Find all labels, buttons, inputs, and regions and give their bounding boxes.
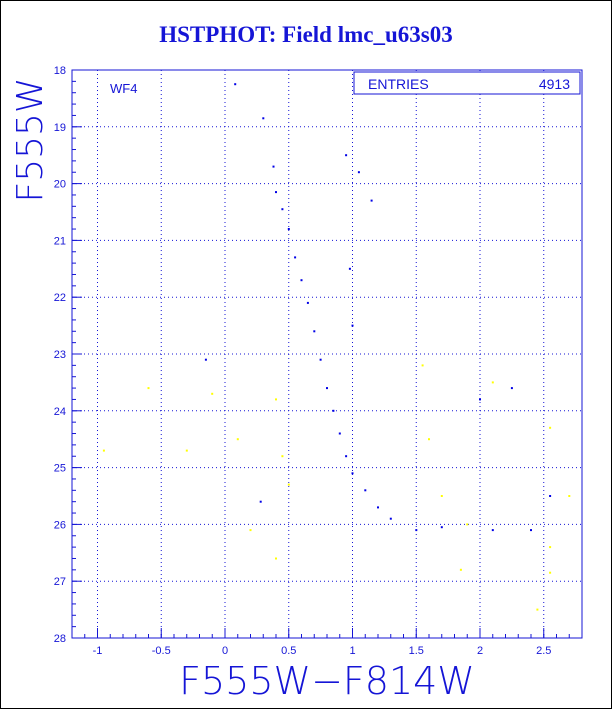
data-point [262, 117, 265, 120]
grid-lines [72, 70, 582, 638]
data-points-group [204, 83, 552, 532]
data-point [234, 83, 237, 86]
data-point [440, 526, 443, 529]
x-tick-label: 0 [222, 645, 228, 657]
y-axis-label: F555W [10, 77, 51, 202]
data-point [357, 171, 360, 174]
data-point [415, 529, 418, 532]
data-point [364, 489, 367, 492]
data-point [389, 517, 392, 520]
faint-data-point [491, 381, 494, 384]
y-tick-label: 19 [54, 122, 66, 134]
x-tick-label: -1 [93, 645, 103, 657]
x-tick-label: -0.5 [152, 645, 171, 657]
faint-data-point [568, 495, 571, 497]
faint-data-point [275, 557, 277, 560]
faint-data-point [421, 364, 424, 367]
stats-box [353, 71, 581, 95]
data-point [319, 358, 322, 361]
faint-data-point [549, 546, 552, 549]
x-tick-label: 1.5 [409, 645, 424, 657]
faint-data-point [549, 426, 552, 429]
y-tick-labels: 18 19 20 21 22 23 24 25 26 27 28 [54, 65, 66, 645]
data-point [530, 529, 532, 532]
chart-title: HSTPHOT: Field lmc_u63s03 [159, 22, 453, 47]
x-tick-labels: -1 -0.5 0 0.5 1 1.5 2 2.5 [93, 645, 552, 657]
data-point [300, 279, 303, 282]
x-tick-label: 1 [349, 645, 355, 657]
faint-data-point [466, 523, 469, 526]
data-point [370, 199, 373, 202]
y-tick-label: 21 [54, 235, 66, 247]
data-point [479, 398, 481, 401]
y-tick-label: 27 [54, 576, 66, 588]
stats-entries-label: ENTRIES [368, 76, 429, 92]
data-point [348, 267, 351, 270]
data-point [275, 191, 277, 194]
stats-entries-value: 4913 [539, 76, 570, 92]
data-point [306, 301, 309, 304]
faint-data-point [459, 568, 462, 571]
data-point [204, 358, 207, 361]
data-point [351, 324, 354, 327]
faint-data-point [211, 392, 214, 395]
y-tick-label: 28 [54, 633, 66, 645]
faint-data-point [185, 449, 188, 452]
data-point [287, 228, 290, 230]
data-point [313, 330, 316, 333]
y-tick-label: 18 [54, 65, 66, 77]
faint-data-point [536, 608, 539, 611]
y-tick-label: 24 [54, 406, 66, 418]
faint-data-point [249, 529, 252, 532]
data-point [338, 432, 341, 435]
data-point [272, 165, 275, 168]
x-axis-label: F555W−F814W [179, 659, 475, 703]
plot-label: WF4 [110, 81, 137, 96]
data-point [259, 500, 262, 503]
y-tick-label: 26 [54, 519, 66, 531]
y-tick-label: 22 [54, 292, 66, 304]
data-point [294, 256, 297, 259]
data-point [332, 409, 335, 412]
data-point [345, 154, 348, 157]
faint-points-group [102, 364, 571, 611]
faint-data-point [147, 387, 150, 390]
data-point [351, 472, 354, 475]
data-point [549, 495, 552, 497]
y-tick-label: 20 [54, 179, 66, 191]
data-point [377, 506, 379, 509]
faint-data-point [236, 438, 239, 441]
x-tick-label: 0.5 [281, 645, 296, 657]
axis-ticks [71, 69, 583, 639]
data-point [326, 387, 328, 390]
y-tick-label: 25 [54, 463, 66, 475]
faint-data-point [440, 495, 443, 497]
data-point [281, 208, 284, 211]
x-tick-label: 2 [477, 645, 483, 657]
faint-data-point [428, 438, 430, 441]
faint-data-point [281, 455, 284, 458]
faint-data-point [275, 398, 277, 401]
faint-data-point [102, 449, 105, 452]
y-tick-label: 23 [54, 349, 66, 361]
data-point [510, 387, 513, 390]
faint-data-point [549, 571, 552, 574]
x-tick-label: 2.5 [536, 645, 551, 657]
faint-data-point [287, 483, 290, 486]
data-point [345, 455, 348, 458]
data-point [491, 529, 494, 532]
